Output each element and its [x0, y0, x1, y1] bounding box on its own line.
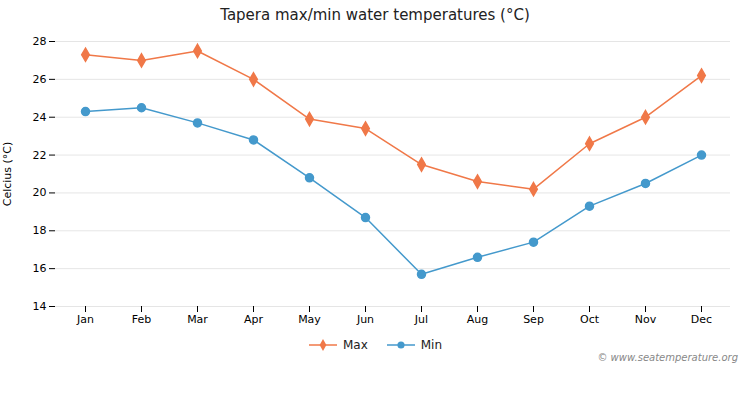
svg-text:Nov: Nov: [635, 313, 657, 326]
svg-text:24: 24: [33, 111, 47, 124]
html-text:Max: Max: [342, 338, 368, 352]
svg-text:Feb: Feb: [132, 313, 151, 326]
svg-text:Apr: Apr: [244, 313, 264, 326]
svg-text:22: 22: [33, 149, 47, 162]
svg-text:28: 28: [33, 35, 47, 48]
html-text:Min: Min: [420, 338, 442, 352]
svg-text:Oct: Oct: [580, 313, 600, 326]
svg-text:Jun: Jun: [356, 313, 374, 326]
svg-text:May: May: [298, 313, 321, 326]
svg-text:Sep: Sep: [523, 313, 544, 326]
svg-text:Aug: Aug: [467, 313, 488, 326]
svg-text:16: 16: [33, 262, 47, 275]
html-text:Tapera max/min water temperatu: Tapera max/min water temperatures (°C): [220, 6, 530, 24]
svg-text:Dec: Dec: [691, 313, 712, 326]
svg-text:18: 18: [33, 224, 47, 237]
svg-text:26: 26: [33, 73, 47, 86]
svg-text:Jul: Jul: [414, 313, 428, 326]
svg-text:14: 14: [33, 300, 47, 313]
svg-text:Mar: Mar: [187, 313, 208, 326]
svg-text:Jan: Jan: [76, 313, 94, 326]
html-text:© www.seatemperature.org: © www.seatemperature.org: [597, 352, 738, 363]
svg-text:20: 20: [33, 186, 47, 199]
svg-text:Celcius (°C): Celcius (°C): [1, 142, 14, 207]
